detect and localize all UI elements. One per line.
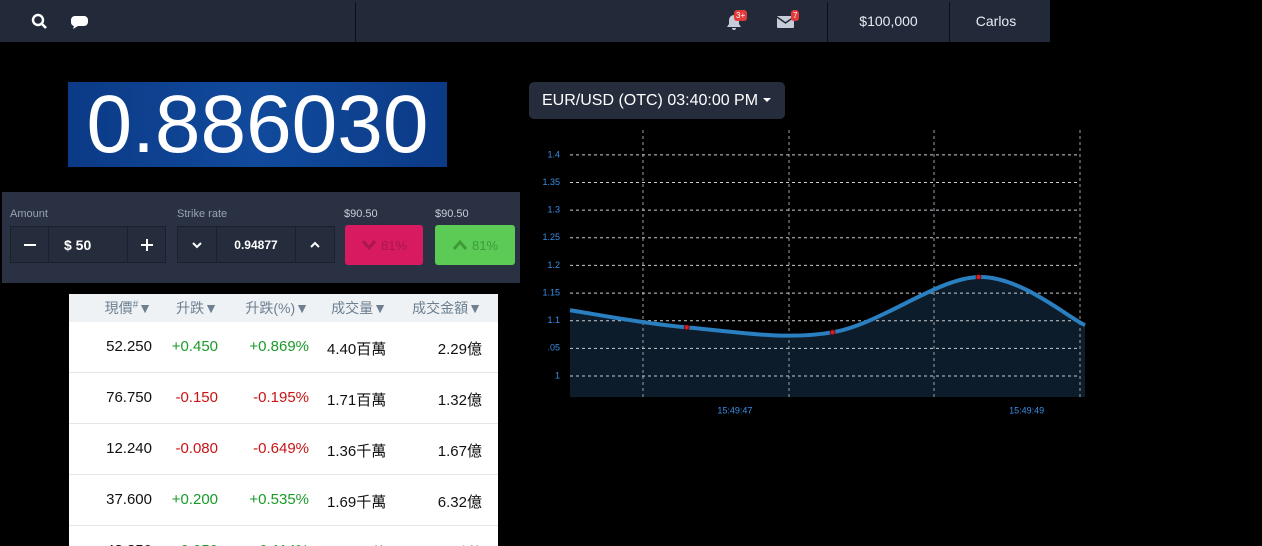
amount-decrease[interactable] [10, 226, 49, 263]
sort-icon[interactable]: ▼ [204, 300, 218, 316]
table-cell: 1.32億 [437, 392, 482, 409]
put-price: $90.50 [344, 208, 378, 220]
sort-icon[interactable]: ▼ [295, 300, 309, 316]
table-cell: 37.600 [106, 491, 152, 508]
x-tick-label: 15:49:49 [1009, 405, 1044, 415]
y-tick-label: 1.1 [547, 315, 560, 325]
table-cell: 1.69千萬 [327, 494, 387, 511]
table-cell: 6.32億 [437, 494, 482, 511]
amount-label: Amount [10, 208, 48, 220]
table-row: 43.850 +0.050 +0.114% 1.81百萬 7.93千萬 [69, 526, 498, 546]
header-cell: 成交量▼ [331, 298, 387, 318]
y-tick-label: 1.2 [547, 260, 560, 270]
table-cell: +0.114% [250, 542, 309, 546]
header-cell: 現價#▼ [105, 298, 152, 318]
x-grid [642, 130, 1081, 397]
amount-increase[interactable] [127, 226, 166, 263]
table-row: 52.250 +0.450 +0.869% 4.40百萬 2.29億 [69, 322, 498, 373]
table-row: 12.240 -0.080 -0.649% 1.36千萬 1.67億 [69, 424, 498, 475]
strike-label: Strike rate [177, 208, 228, 220]
table-cell: 1.67億 [437, 443, 482, 460]
table-cell: -0.080 [175, 440, 218, 457]
asset-selector-text: EUR/USD (OTC) 03:40:00 PM [542, 92, 759, 109]
table-row: 37.600 +0.200 +0.535% 1.69千萬 6.32億 [69, 475, 498, 526]
table-cell: -0.649% [253, 440, 309, 457]
header-label: 升跌 [176, 300, 205, 316]
header-cell: 升跌▼ [176, 298, 218, 318]
table-cell: 1.36千萬 [327, 443, 387, 460]
call-payout: 81% [471, 237, 499, 253]
call-button[interactable]: 81% [435, 225, 515, 265]
call-price: $90.50 [435, 208, 469, 220]
point [683, 324, 690, 331]
message-badge: 7 [791, 10, 800, 21]
header-label: 現價 [104, 300, 133, 316]
area [570, 277, 1085, 397]
header-sup: # [132, 299, 139, 311]
strike-increase[interactable] [295, 226, 335, 263]
sort-icon[interactable]: ▼ [373, 300, 387, 316]
point [829, 329, 836, 336]
table-cell: 2.29億 [437, 341, 482, 358]
notification-badge: 3+ [734, 10, 748, 21]
y-tick-label: 1.3 [547, 205, 560, 215]
table-cell: 52.250 [106, 338, 152, 355]
table-cell: 7.93千萬 [423, 542, 482, 546]
table-cell: 43.850 [106, 542, 152, 546]
header-cell: 成交金額▼ [412, 298, 482, 318]
trade-panel: Amount $ 50 Strike rate 0.94877 $90.50 $… [2, 192, 520, 283]
header-label: 成交金額 [412, 300, 469, 316]
table-cell: 76.750 [106, 389, 152, 406]
table-cell: +0.050 [172, 542, 218, 546]
point [975, 274, 982, 280]
table-header: 現價#▼ 升跌▼ 升跌(%)▼ 成交量▼ 成交金額▼ [69, 294, 498, 322]
table-row: 76.750 -0.150 -0.195% 1.71百萬 1.32億 [69, 373, 498, 424]
sort-icon[interactable]: ▼ [138, 300, 152, 316]
y-tick-label: .05 [547, 343, 560, 353]
y-tick-label: 1.25 [542, 232, 560, 242]
sort-icon[interactable]: ▼ [468, 300, 482, 316]
x-tick-label: 15:49:47 [717, 405, 752, 415]
stock-table: 現價#▼ 升跌▼ 升跌(%)▼ 成交量▼ 成交金額▼ 52.250 +0.450 +0.869… [69, 294, 498, 546]
put-payout: 81% [380, 237, 408, 253]
strike-decrease[interactable] [177, 226, 217, 263]
price-chart: 1 .05 1.1 1.15 1.2 1.25 1.3 1.35 1.4 15:49:47 15:4… [542, 130, 1086, 415]
y-tick-label: 1.35 [542, 177, 560, 187]
y-tick-label: 1.15 [542, 287, 560, 297]
header-label: 升跌(%) [245, 300, 296, 316]
asset-selector[interactable]: EUR/USD (OTC) 03:40:00 PM [529, 82, 785, 119]
table-cell: +0.200 [171, 491, 218, 508]
y-tick-label: 1.4 [547, 149, 560, 159]
nav-icons[interactable] [30, 12, 100, 32]
balance[interactable]: $100,000 [859, 13, 918, 29]
table-cell: 1.71百萬 [327, 392, 387, 409]
user-name[interactable]: Carlos [975, 13, 1017, 29]
put-button[interactable]: 81% [345, 225, 423, 265]
table-cell: -0.150 [175, 389, 218, 406]
table-cell: 4.40百萬 [327, 341, 387, 358]
strike-input[interactable]: 0.94877 [216, 226, 296, 263]
table-cell: +0.450 [171, 338, 218, 355]
current-price: 0.886030 [68, 82, 447, 167]
y-tick-label: 1 [555, 370, 560, 380]
table-cell: -0.195% [253, 389, 309, 406]
table-cell: +0.869% [249, 338, 309, 355]
top-nav: 3+ 7 $100,000 Carlos [0, 0, 1050, 42]
table-cell: 1.81百萬 [327, 542, 386, 546]
amount-input[interactable]: $ 50 [48, 226, 128, 263]
table-cell: 12.240 [106, 440, 152, 457]
header-label: 成交量 [331, 300, 374, 316]
header-cell: 升跌(%)▼ [245, 298, 309, 318]
table-cell: +0.535% [249, 491, 309, 508]
